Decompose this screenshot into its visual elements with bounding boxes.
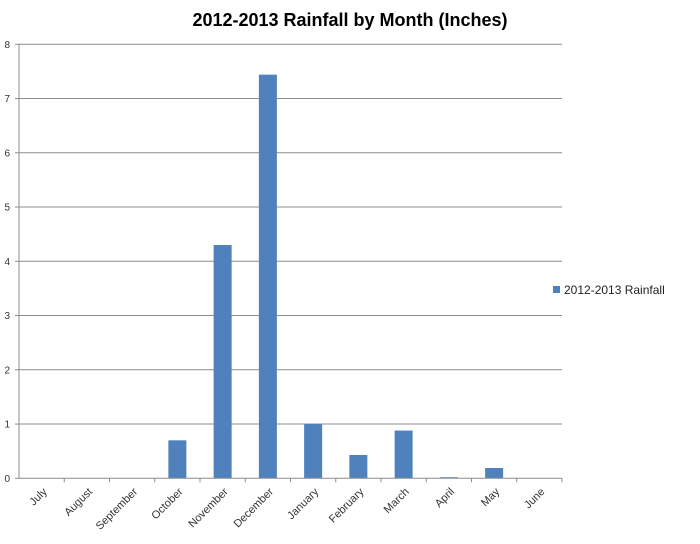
legend-label: 2012-2013 Rainfall	[564, 283, 665, 297]
y-tick-label: 4	[4, 257, 10, 268]
bar-april	[439, 477, 458, 479]
y-tick-label: 3	[4, 311, 10, 322]
y-tick-label: 0	[4, 474, 10, 485]
bar-may	[485, 467, 504, 479]
y-tick-label: 6	[4, 148, 10, 159]
y-tick-label: 1	[4, 420, 10, 431]
bar-march	[394, 430, 413, 479]
y-tick-label: 5	[4, 203, 10, 214]
gridlines	[19, 43, 562, 425]
x-tick-label: November	[186, 486, 231, 531]
bar-february	[349, 454, 368, 479]
y-tick-label: 7	[4, 94, 10, 105]
legend: 2012-2013 Rainfall	[553, 283, 665, 297]
bars	[168, 74, 504, 479]
y-tick-label: 8	[4, 40, 10, 51]
x-tick-label: April	[433, 486, 457, 510]
x-tick-label: December	[232, 486, 277, 531]
x-tick-label: August	[62, 486, 95, 519]
chart-title: 2012-2013 Rainfall by Month (Inches)	[192, 10, 507, 30]
x-tick-label: June	[522, 486, 547, 511]
x-tick-label: February	[327, 486, 367, 526]
bar-november	[213, 245, 232, 479]
x-tick-label: May	[479, 486, 503, 510]
legend-swatch	[553, 286, 560, 293]
bar-january	[304, 424, 323, 479]
x-tick-label: September	[94, 486, 141, 533]
y-tick-label: 2	[4, 365, 10, 376]
x-tick-label: January	[285, 486, 322, 523]
bar-october	[168, 440, 187, 479]
bar-december	[258, 74, 277, 479]
x-tick-label: March	[382, 486, 412, 516]
x-tick-label: October	[149, 486, 185, 522]
x-tick-label: July	[27, 486, 50, 509]
